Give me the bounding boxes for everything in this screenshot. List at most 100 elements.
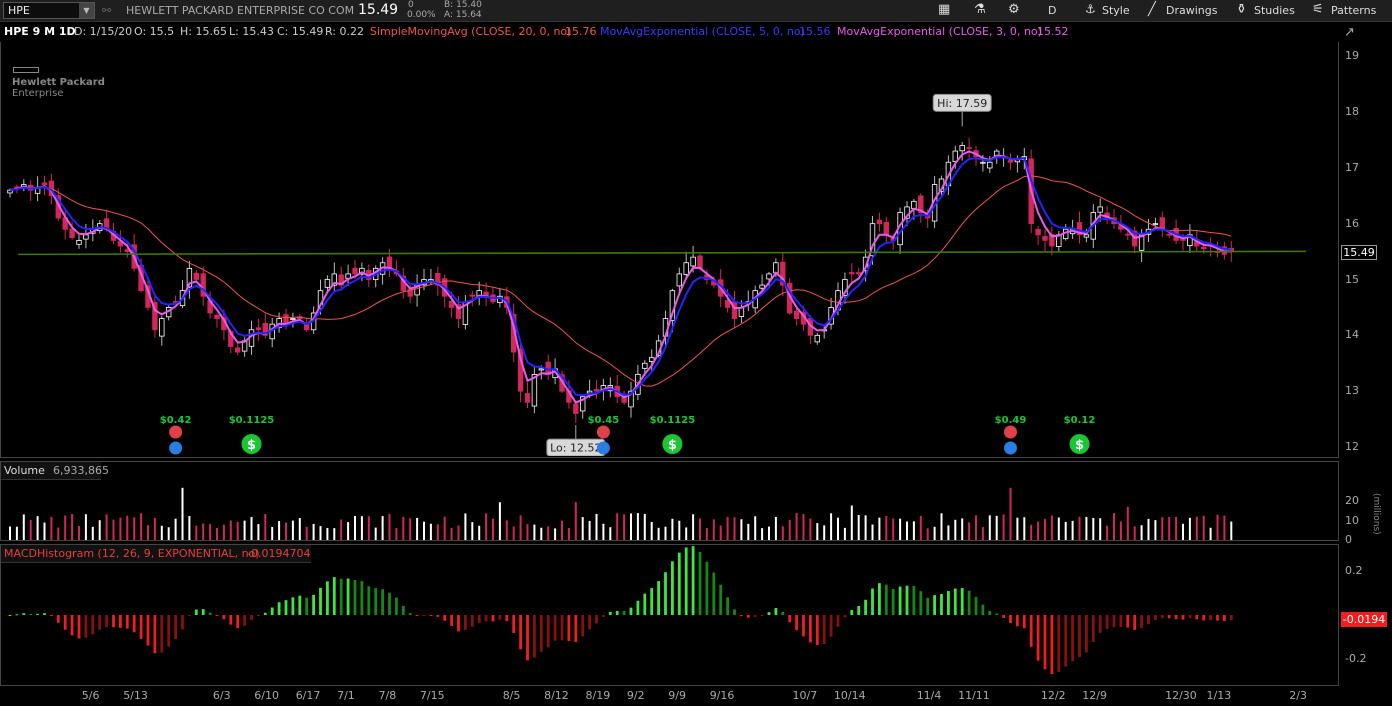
ema-5-line [9, 156, 1232, 397]
scale-icon[interactable]: ↗ [1344, 25, 1355, 40]
earnings-phone-icon [169, 425, 183, 439]
volume-bar [22, 514, 25, 540]
net-change: 0 [408, 0, 414, 10]
macd-bar [284, 600, 288, 615]
volume-bar [264, 513, 267, 540]
volume-bar [15, 526, 18, 540]
volume-bar [505, 520, 508, 540]
chevron-down-icon[interactable]: ▼ [79, 3, 94, 18]
candle [531, 366, 538, 414]
sma-label[interactable]: SimpleMovingAvg (CLOSE, 20, 0, no) [370, 25, 572, 38]
volume-bar [340, 519, 343, 540]
price-chart[interactable]: Hi: 17.59 Lo: 12.52 $0.42 $0.1125 $ $0.45 $0.1… [1, 42, 1338, 456]
macd-bar [457, 615, 460, 632]
candle [269, 317, 275, 348]
volume-bar [823, 525, 826, 540]
macd-bar [43, 613, 46, 615]
candle [234, 342, 241, 356]
candle [152, 295, 158, 338]
volume-bar [29, 520, 32, 540]
candle-body [1076, 222, 1083, 236]
gear-icon[interactable]: ⚙ [1008, 2, 1020, 17]
style-button[interactable]: Style [1102, 4, 1130, 17]
macd-bar [160, 615, 164, 653]
ema3-label[interactable]: MovAvgExponential (CLOSE, 3, 0, no) [837, 25, 1042, 38]
macd-bar [940, 594, 943, 615]
calendar-icon[interactable]: ▦ [938, 2, 951, 17]
macd-bar [429, 615, 433, 616]
candle-body [524, 393, 531, 403]
candle [290, 312, 296, 328]
volume-bar [1071, 520, 1074, 540]
candle [524, 382, 531, 409]
date-tick-label: 8/12 [544, 689, 569, 702]
header-close: C: 15.49 [277, 25, 324, 38]
macd-bar [367, 586, 371, 615]
candle-body [793, 310, 800, 319]
price-panel[interactable]: Hewlett Packard Enterprise Hi: 17.59 Lo: … [0, 42, 1339, 458]
volume-bar [954, 519, 957, 540]
date-tick-label: 8/19 [585, 689, 611, 702]
candle-body [517, 348, 524, 392]
drawings-button[interactable]: Drawings [1166, 4, 1218, 17]
event-label: $0.12 [1064, 415, 1096, 426]
symbol-input[interactable]: HPE ▼ [3, 2, 95, 19]
candle [814, 332, 820, 345]
volume-bar [871, 524, 874, 540]
candle-body [255, 327, 262, 331]
date-tick-label: 10/14 [833, 689, 866, 702]
candle [1104, 205, 1110, 225]
volume-bar [636, 513, 639, 540]
macd-bar [650, 588, 654, 615]
price-tick-label: 15 [1345, 272, 1359, 286]
volume-bar [705, 527, 708, 540]
volume-bar [781, 526, 784, 540]
flask-icon[interactable]: ⚗ [974, 2, 986, 17]
macd-panel[interactable]: MACDHistogram (12, 26, 9, EXPONENTIAL, n… [0, 544, 1339, 686]
patterns-button[interactable]: Patterns [1331, 4, 1377, 17]
volume-bar [188, 516, 191, 540]
event-label: $0.49 [995, 415, 1027, 426]
ema5-label[interactable]: MovAvgExponential (CLOSE, 5, 0, no) [600, 25, 805, 38]
candle [780, 252, 786, 297]
volume-bar [795, 513, 798, 540]
volume-bar [229, 520, 232, 540]
macd-bar [1112, 615, 1116, 628]
volume-bar [9, 526, 11, 540]
macd-bar [643, 593, 647, 615]
macd-bar [229, 615, 233, 625]
volume-bar [574, 502, 577, 540]
event-label: $0.42 [160, 415, 192, 426]
candle-body [676, 273, 682, 287]
macd-bar [22, 613, 26, 615]
candle-body [911, 200, 917, 209]
candle-body [262, 322, 268, 336]
price-axis[interactable]: ↗ 19 18 17 16 15 14 13 12 15.49 [1339, 22, 1392, 458]
link-icon[interactable]: ⚯ [102, 4, 112, 17]
macd-title-box: MACDHistogram (12, 26, 9, EXPONENTIAL, n… [1, 545, 311, 563]
macd-bar [740, 615, 743, 616]
macd-bar [712, 572, 716, 615]
macd-bar [698, 551, 702, 615]
volume-panel[interactable]: Volume 6,933,865 [0, 461, 1339, 541]
macd-bar [1036, 615, 1040, 661]
last-price: 15.49 [358, 2, 399, 18]
studies-button[interactable]: Studies [1254, 4, 1295, 17]
volume-bar [1133, 526, 1136, 540]
candle-body [193, 272, 199, 280]
candle-body [987, 161, 993, 169]
candle-body [1125, 233, 1131, 236]
candle-body [966, 147, 972, 149]
volume-unit: (millions) [1371, 493, 1381, 535]
dividend-dollar-icon [1069, 434, 1090, 454]
aggregation-button[interactable]: D [1048, 4, 1057, 17]
macd-bar [77, 615, 81, 639]
candle-body [959, 145, 965, 152]
macd-bar [346, 578, 350, 615]
volume-bar [202, 523, 205, 540]
header-date: D: 1/15/20 [74, 25, 133, 38]
volume-bar [1168, 516, 1171, 540]
candle-body [683, 262, 689, 275]
macd-bar [774, 608, 778, 615]
macd-bar [15, 614, 19, 616]
